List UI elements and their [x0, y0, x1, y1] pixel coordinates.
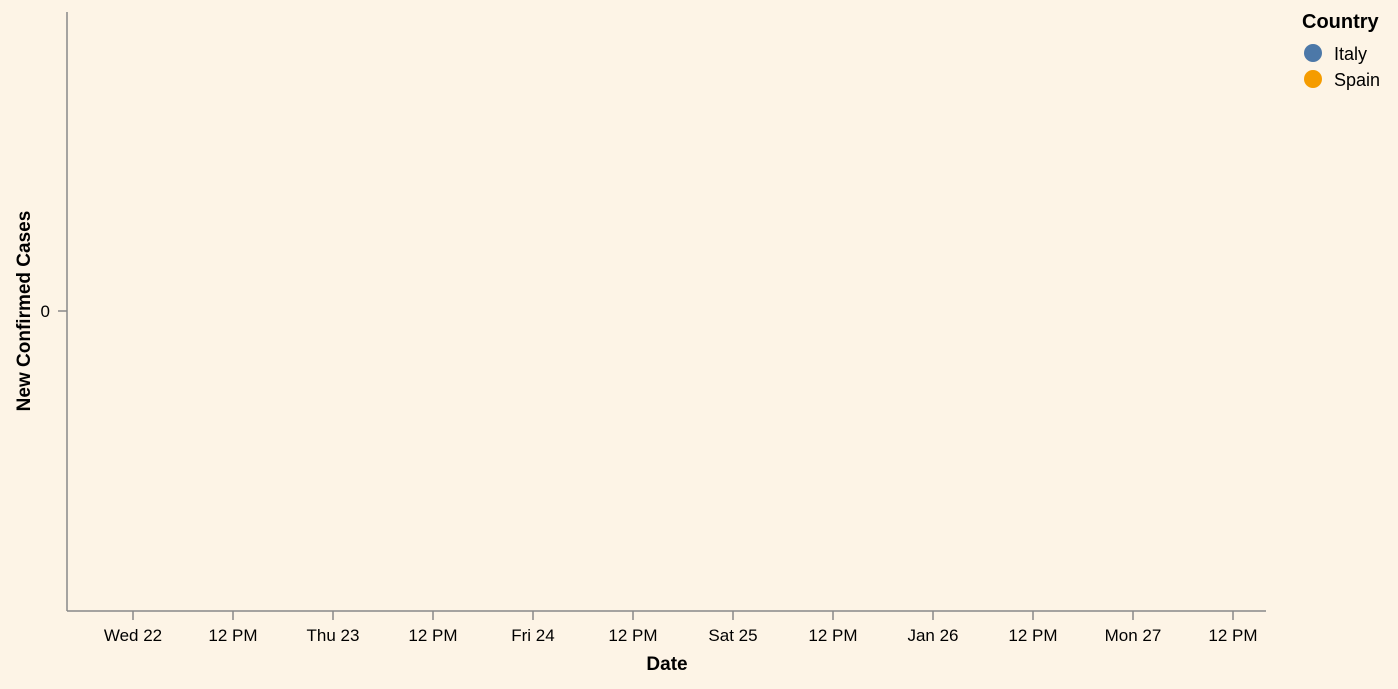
x-tick-label-9: 12 PM	[1008, 626, 1057, 645]
x-tick-label-8: Jan 26	[907, 626, 958, 645]
x-tick-label-7: 12 PM	[808, 626, 857, 645]
x-tick-label-2: Thu 23	[307, 626, 360, 645]
y-axis-title: New Confirmed Cases	[14, 211, 35, 412]
y-tick-label-0: 0	[41, 302, 50, 321]
legend-label-spain: Spain	[1334, 70, 1380, 90]
x-axis-title: Date	[646, 654, 687, 675]
x-tick-label-4: Fri 24	[511, 626, 554, 645]
x-tick-label-1: 12 PM	[208, 626, 257, 645]
x-ticks: Wed 22 12 PM Thu 23 12 PM Fri 24 12 PM Sat 25 1…	[104, 611, 1258, 645]
x-tick-label-10: Mon 27	[1105, 626, 1162, 645]
legend-swatch-spain	[1304, 70, 1322, 88]
legend: Country Italy Spain	[1302, 11, 1380, 90]
x-tick-label-11: 12 PM	[1208, 626, 1257, 645]
x-tick-label-5: 12 PM	[608, 626, 657, 645]
x-tick-label-6: Sat 25	[708, 626, 757, 645]
x-tick-label-3: 12 PM	[408, 626, 457, 645]
legend-swatch-italy	[1304, 44, 1322, 62]
legend-title: Country	[1302, 11, 1380, 33]
x-tick-label-0: Wed 22	[104, 626, 162, 645]
legend-label-italy: Italy	[1334, 44, 1367, 64]
